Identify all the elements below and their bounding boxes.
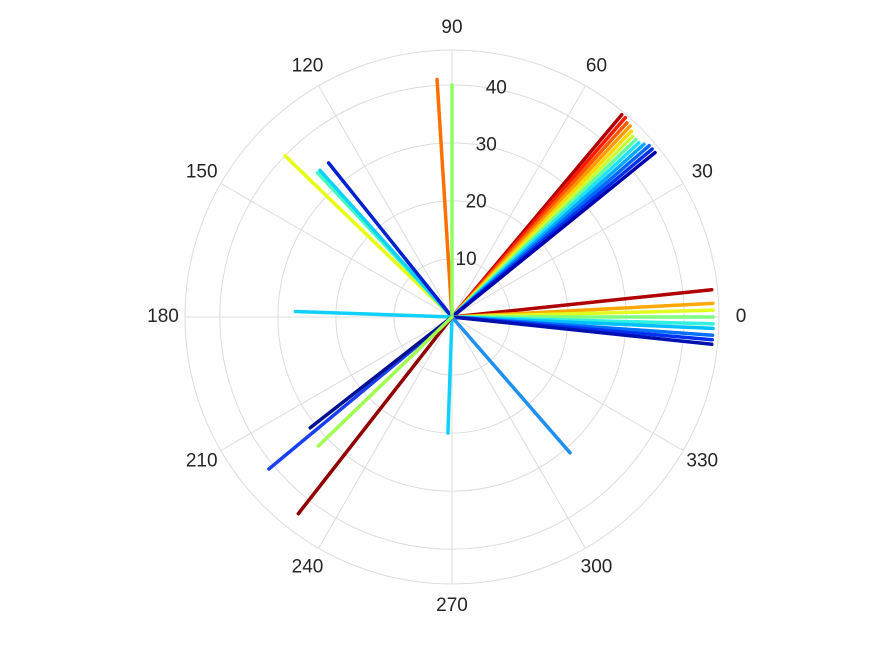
theta-grid-line [318, 85, 453, 318]
r-tick-label: 30 [476, 135, 497, 156]
theta-tick-label: 150 [186, 162, 218, 183]
ray [283, 153, 454, 319]
ray [450, 315, 714, 347]
ray [446, 315, 454, 435]
theta-tick-label: 90 [441, 17, 462, 38]
ray [450, 315, 572, 455]
theta-tick-label: 30 [692, 162, 713, 183]
ray [308, 315, 454, 430]
ray [316, 315, 454, 448]
theta-tick-label: 120 [292, 56, 324, 77]
theta-tick-label: 60 [586, 56, 607, 77]
r-tick-label: 10 [456, 249, 477, 270]
theta-grid-line [451, 316, 684, 451]
ray [450, 150, 657, 319]
theta-tick-label: 240 [292, 556, 324, 577]
theta-tick-label: 180 [147, 306, 179, 327]
theta-grid-line [451, 316, 586, 549]
ray [296, 315, 454, 516]
r-tick-label: 40 [486, 77, 507, 98]
ray [318, 168, 454, 319]
ray [293, 309, 454, 319]
ray [435, 77, 454, 319]
theta-grid-line [451, 85, 586, 318]
ray [450, 287, 714, 319]
r-tick-label: 20 [466, 192, 487, 213]
theta-tick-label: 0 [736, 306, 747, 327]
theta-tick-label: 270 [436, 595, 468, 616]
theta-grid-line [220, 183, 453, 318]
theta-grid-line [451, 183, 684, 318]
theta-grid-line [318, 316, 453, 549]
theta-grid-line [220, 316, 453, 451]
theta-tick-label: 330 [686, 451, 718, 472]
theta-tick-label: 300 [581, 556, 613, 577]
ray [326, 161, 454, 319]
theta-tick-label: 210 [186, 451, 218, 472]
